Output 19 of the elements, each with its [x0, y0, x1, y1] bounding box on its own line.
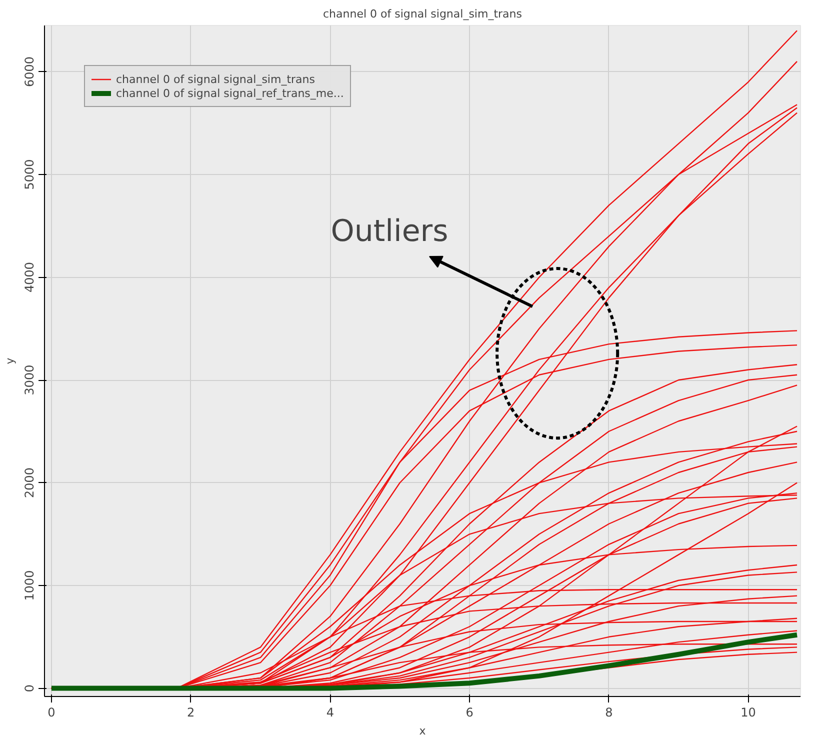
y-tick-label: 1000	[22, 570, 36, 601]
y-tick-label: 3000	[22, 364, 36, 396]
legend-label: channel 0 of signal signal_ref_trans_me...	[116, 86, 344, 100]
y-tick-label: 5000	[22, 159, 36, 190]
x-tick-label: 10	[740, 706, 756, 720]
x-tick-label: 6	[466, 706, 474, 720]
x-tick-label: 4	[326, 706, 334, 720]
x-tick-label: 0	[48, 706, 56, 720]
y-tick-label: 6000	[22, 56, 36, 88]
y-tick-label: 2000	[22, 467, 36, 498]
y-tick-label: 0	[22, 684, 36, 692]
x-tick-label: 8	[605, 706, 613, 720]
x-axis-title: x	[419, 724, 426, 738]
y-tick-label: 4000	[22, 262, 36, 293]
annotation: Outliers	[330, 214, 448, 249]
legend-label: channel 0 of signal signal_sim_trans	[116, 72, 315, 86]
chart-title: channel 0 of signal signal_sim_trans	[323, 8, 522, 20]
y-axis-title: y	[4, 357, 16, 364]
x-tick-label: 2	[187, 706, 195, 720]
